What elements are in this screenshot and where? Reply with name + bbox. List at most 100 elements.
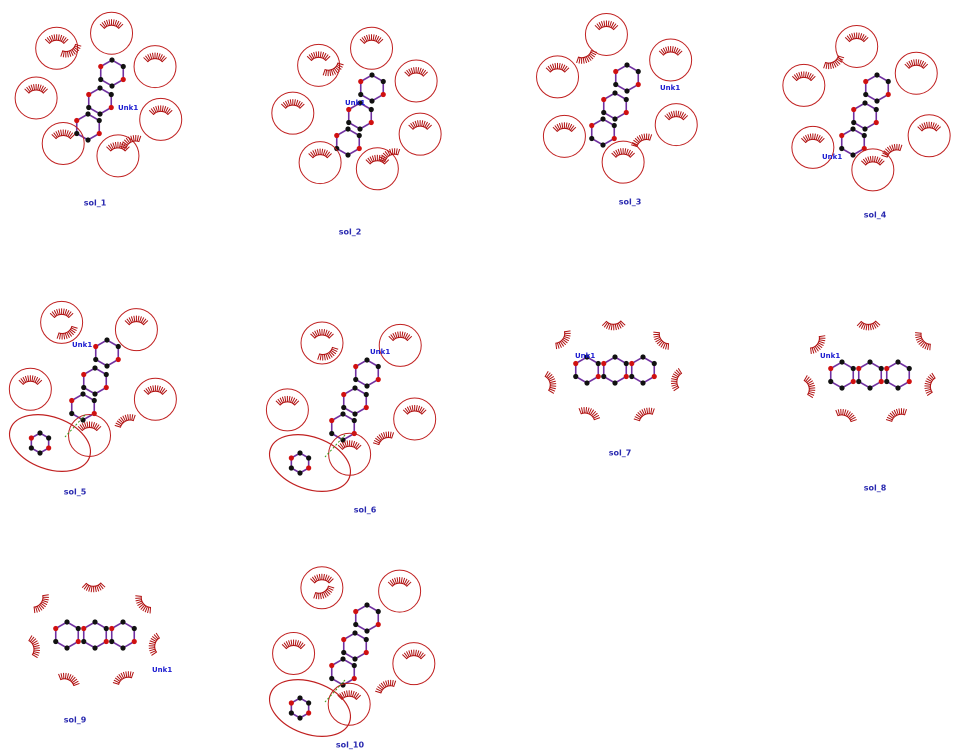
atom <box>352 630 357 635</box>
atom <box>37 430 42 435</box>
contact-mark <box>157 53 158 59</box>
contact-mark <box>644 134 645 140</box>
atom <box>29 445 34 450</box>
contact-mark <box>32 375 33 381</box>
contact-mark <box>84 422 86 428</box>
contact-mark <box>552 64 554 70</box>
contact-mark <box>565 331 571 332</box>
contact-mark <box>903 408 904 414</box>
contact-mark <box>369 34 370 40</box>
contact-mark <box>61 673 62 679</box>
atom <box>346 120 351 125</box>
contact-arc <box>325 63 338 71</box>
contact-arc <box>155 638 160 653</box>
contact-mark <box>34 645 40 646</box>
atom <box>886 92 891 97</box>
contact-mark <box>38 84 39 90</box>
contact-arc <box>810 336 819 348</box>
atom <box>345 126 350 131</box>
atom <box>624 110 629 115</box>
bond-ring <box>344 388 367 414</box>
contact-mark <box>925 383 931 384</box>
atom <box>358 79 363 84</box>
contact-mark <box>666 344 667 350</box>
contact-mark <box>874 156 875 162</box>
contact-mark <box>583 58 584 64</box>
contact-mark <box>60 35 62 41</box>
atom <box>104 626 109 631</box>
contact-mark <box>914 59 915 65</box>
contact-mark <box>107 20 109 26</box>
residue-circle <box>9 368 51 410</box>
contact-mark <box>411 68 413 74</box>
atom <box>828 379 833 384</box>
atom <box>104 363 109 368</box>
contact-mark <box>316 593 317 599</box>
contact-mark <box>322 52 324 58</box>
atom <box>289 465 294 470</box>
contact-mark <box>139 136 141 142</box>
bond-ring <box>77 114 100 140</box>
atom <box>652 374 657 379</box>
bond-ring <box>632 357 655 383</box>
contact-mark <box>89 586 91 592</box>
contact-mark <box>128 414 129 420</box>
contact-arc <box>578 50 591 58</box>
atom <box>53 626 58 631</box>
contact-mark <box>562 123 563 129</box>
contact-mark <box>113 143 115 149</box>
atom <box>104 337 109 342</box>
contact-mark <box>326 70 327 76</box>
contact-mark <box>319 329 320 335</box>
contact-mark <box>320 593 321 599</box>
atom <box>109 92 114 97</box>
bond-ring <box>859 362 882 388</box>
contact-mark <box>338 63 344 65</box>
atom <box>341 637 346 642</box>
contact-mark <box>131 316 133 322</box>
atom <box>874 120 879 125</box>
atom <box>376 622 381 627</box>
atom <box>369 120 374 125</box>
atom <box>895 359 900 364</box>
contact-mark <box>66 130 68 136</box>
atom <box>76 639 81 644</box>
contact-arc <box>29 640 34 655</box>
panel: Unk1sol_8 <box>804 321 936 493</box>
atom <box>364 405 369 410</box>
contact-mark <box>323 574 324 580</box>
contact-mark <box>586 407 587 413</box>
atom <box>376 377 381 382</box>
atom <box>357 133 362 138</box>
contact-mark <box>674 111 675 117</box>
bond-ring <box>854 103 877 129</box>
contact-mark <box>852 33 854 39</box>
contact-mark <box>409 650 411 656</box>
contact-mark <box>353 441 355 447</box>
contact-mark <box>809 388 815 389</box>
contact-mark <box>323 70 325 76</box>
atom <box>629 374 634 379</box>
atom <box>874 72 879 77</box>
residue-circle <box>792 126 834 168</box>
atom <box>86 105 91 110</box>
atom <box>352 411 357 416</box>
atom <box>851 366 856 371</box>
contact-mark <box>642 134 644 140</box>
atom <box>85 111 90 116</box>
atom <box>120 619 125 624</box>
contact-mark <box>285 396 286 402</box>
bond-ring <box>337 129 360 155</box>
atom <box>652 361 657 366</box>
contact-mark <box>559 63 560 69</box>
atom <box>612 116 617 121</box>
atom <box>289 700 294 705</box>
ligand-label: Unk1 <box>822 153 842 161</box>
residue-circle <box>585 13 627 55</box>
atom <box>839 359 844 364</box>
contact-mark <box>819 340 825 341</box>
bond-ring <box>31 433 48 453</box>
contact-mark <box>331 70 333 76</box>
atom <box>907 379 912 384</box>
atom <box>364 650 369 655</box>
